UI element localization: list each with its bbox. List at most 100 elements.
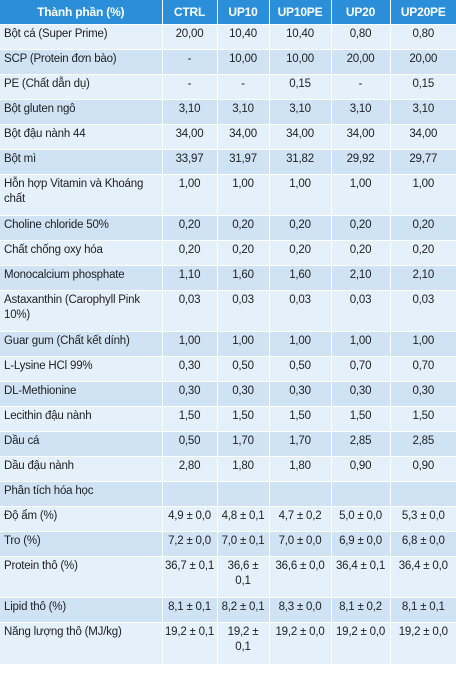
table-row: Astaxanthin (Carophyll Pink 10%) 0,03 0,03… xyxy=(0,290,456,332)
up20-cell: 6,9 ± 0,0 xyxy=(331,531,391,557)
up20-cell: 0,90 xyxy=(331,456,391,482)
up20pe-cell: 29,77 xyxy=(390,149,456,175)
up20pe-cell: 36,4 ± 0,0 xyxy=(390,556,456,598)
up20pe-cell: 0,20 xyxy=(390,215,456,241)
ctrl-cell: 36,7 ± 0,1 xyxy=(162,556,218,598)
up10pe-cell: 0,03 xyxy=(269,290,332,332)
table-header: Thành phần (%) CTRL UP10 UP10PE UP20 UP2… xyxy=(0,0,456,25)
up20pe-cell: 6,8 ± 0,0 xyxy=(390,531,456,557)
table-row: Bột đậu nành 44 34,00 34,00 34,00 34,00 34,00 xyxy=(0,124,456,150)
ingredient-cell: Bột đậu nành 44 xyxy=(0,124,163,150)
up20pe-cell xyxy=(390,481,456,507)
ingredient-cell: Bột gluten ngô xyxy=(0,99,163,125)
ingredient-cell: Dầu cá xyxy=(0,431,163,457)
ctrl-cell: 19,2 ± 0,1 xyxy=(162,622,218,664)
table-row: Lecithin đậu nành 1,50 1,50 1,50 1,50 1,50 xyxy=(0,406,456,432)
ingredient-cell: Dầu đậu nành xyxy=(0,456,163,482)
table-row: DL-Methionine 0,30 0,30 0,30 0,30 0,30 xyxy=(0,381,456,407)
ctrl-cell xyxy=(162,481,218,507)
up20-cell: 0,80 xyxy=(331,24,391,50)
table-row: Dầu đậu nành 2,80 1,80 1,80 0,90 0,90 xyxy=(0,456,456,482)
up10-cell: 1,00 xyxy=(217,331,270,357)
up10pe-cell: 34,00 xyxy=(269,124,332,150)
up20pe-cell: 0,15 xyxy=(390,74,456,100)
up10pe-cell: 0,50 xyxy=(269,356,332,382)
up20pe-cell: 34,00 xyxy=(390,124,456,150)
ingredient-cell: SCP (Protein đơn bào) xyxy=(0,49,163,75)
ctrl-cell: 20,00 xyxy=(162,24,218,50)
up10pe-cell: 0,20 xyxy=(269,240,332,266)
up20pe-cell: 19,2 ± 0,0 xyxy=(390,622,456,664)
header-row: Thành phần (%) CTRL UP10 UP10PE UP20 UP2… xyxy=(0,0,456,25)
ctrl-cell: 3,10 xyxy=(162,99,218,125)
up20-cell: 34,00 xyxy=(331,124,391,150)
header-up20: UP20 xyxy=(331,0,391,25)
up10-cell: 1,60 xyxy=(217,265,270,291)
up10-cell: 10,40 xyxy=(217,24,270,50)
ctrl-cell: - xyxy=(162,74,218,100)
up10pe-cell xyxy=(269,481,332,507)
up10pe-cell: 36,6 ± 0,0 xyxy=(269,556,332,598)
up20-cell: 36,4 ± 0,1 xyxy=(331,556,391,598)
ingredient-cell: PE (Chất dẫn dụ) xyxy=(0,74,163,100)
up20-cell: - xyxy=(331,74,391,100)
table-row: Bột gluten ngô 3,10 3,10 3,10 3,10 3,10 xyxy=(0,99,456,125)
up10pe-cell: 1,50 xyxy=(269,406,332,432)
table-row: Choline chloride 50% 0,20 0,20 0,20 0,20 0,20 xyxy=(0,215,456,241)
ingredient-cell: Hỗn hợp Vitamin và Khoáng chất xyxy=(0,174,163,216)
table-row: L-Lysine HCl 99% 0,30 0,50 0,50 0,70 0,70 xyxy=(0,356,456,382)
up10-cell: 19,2 ± 0,1 xyxy=(217,622,270,664)
up20pe-cell: 0,80 xyxy=(390,24,456,50)
ctrl-cell: 1,00 xyxy=(162,174,218,216)
ingredient-cell: Lipid thô (%) xyxy=(0,597,163,623)
up10-cell: 0,20 xyxy=(217,215,270,241)
ctrl-cell: 34,00 xyxy=(162,124,218,150)
table-row: Phân tích hóa học xyxy=(0,481,456,507)
up20-cell: 1,00 xyxy=(331,331,391,357)
ingredient-cell: Chất chống oxy hóa xyxy=(0,240,163,266)
up20pe-cell: 0,20 xyxy=(390,240,456,266)
table-row: Năng lượng thô (MJ/kg) 19,2 ± 0,1 19,2 ± 0… xyxy=(0,622,456,664)
ingredient-cell: Tro (%) xyxy=(0,531,163,557)
up20-cell: 19,2 ± 0,0 xyxy=(331,622,391,664)
table-row: Bột cá (Super Prime) 20,00 10,40 10,40 0,80 0… xyxy=(0,24,456,50)
up10pe-cell: 0,30 xyxy=(269,381,332,407)
ctrl-cell: 33,97 xyxy=(162,149,218,175)
header-up10: UP10 xyxy=(217,0,270,25)
table-body: Bột cá (Super Prime) 20,00 10,40 10,40 0,80 0… xyxy=(0,24,456,664)
up20pe-cell: 1,50 xyxy=(390,406,456,432)
up20pe-cell: 5,3 ± 0,0 xyxy=(390,506,456,532)
ingredient-cell: Lecithin đậu nành xyxy=(0,406,163,432)
up20-cell xyxy=(331,481,391,507)
ctrl-cell: 4,9 ± 0,0 xyxy=(162,506,218,532)
up10-cell: 1,70 xyxy=(217,431,270,457)
ctrl-cell: - xyxy=(162,49,218,75)
ctrl-cell: 1,50 xyxy=(162,406,218,432)
table-row: Lipid thô (%) 8,1 ± 0,1 8,2 ± 0,1 8,3 ± 0,0… xyxy=(0,597,456,623)
ingredient-cell: Năng lượng thô (MJ/kg) xyxy=(0,622,163,664)
up10-cell: 1,80 xyxy=(217,456,270,482)
up20-cell: 2,85 xyxy=(331,431,391,457)
up10-cell: 0,30 xyxy=(217,381,270,407)
ingredient-cell: Choline chloride 50% xyxy=(0,215,163,241)
up10pe-cell: 19,2 ± 0,0 xyxy=(269,622,332,664)
up10pe-cell: 31,82 xyxy=(269,149,332,175)
ctrl-cell: 1,10 xyxy=(162,265,218,291)
up10-cell: 36,6 ± 0,1 xyxy=(217,556,270,598)
table-row: Độ ẩm (%) 4,9 ± 0,0 4,8 ± 0,1 4,7 ± 0,2 5,0 … xyxy=(0,506,456,532)
up10pe-cell: 1,70 xyxy=(269,431,332,457)
table-row: PE (Chất dẫn dụ) - -0,15-0,15 xyxy=(0,74,456,100)
ctrl-cell: 0,30 xyxy=(162,356,218,382)
up20-cell: 8,1 ± 0,2 xyxy=(331,597,391,623)
up20pe-cell: 2,10 xyxy=(390,265,456,291)
up20pe-cell: 0,70 xyxy=(390,356,456,382)
ctrl-cell: 0,03 xyxy=(162,290,218,332)
up10-cell: 1,00 xyxy=(217,174,270,216)
ingredient-cell: Guar gum (Chất kết dính) xyxy=(0,331,163,357)
up20-cell: 0,70 xyxy=(331,356,391,382)
up10-cell: 3,10 xyxy=(217,99,270,125)
table-row: Monocalcium phosphate 1,10 1,60 1,60 2,10 2,1… xyxy=(0,265,456,291)
header-up10pe: UP10PE xyxy=(269,0,332,25)
up20-cell: 3,10 xyxy=(331,99,391,125)
